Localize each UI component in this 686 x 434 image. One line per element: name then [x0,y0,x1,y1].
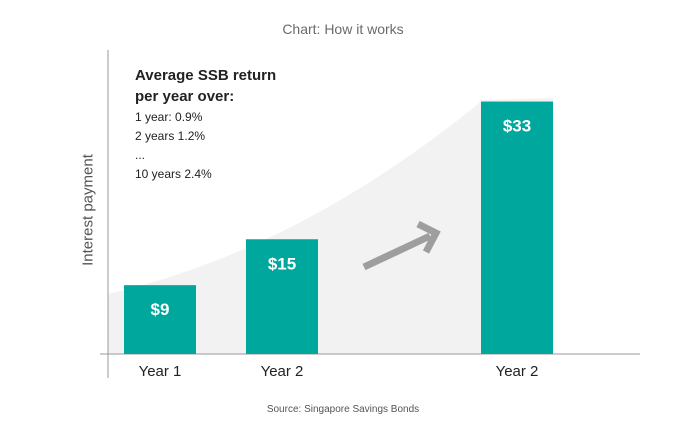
trend-arrow-head [416,220,441,254]
annotation-heading-line2: per year over: [135,88,235,105]
annotation-line: ... [135,148,146,162]
annotation-line: 2 years 1.2% [135,129,206,143]
x-tick-label: Year 2 [496,363,539,380]
trend-arrow-shaft [362,232,432,271]
bar [481,101,553,354]
bar [246,239,318,354]
x-tick-label: Year 2 [261,363,304,380]
trend-arrow [362,220,441,271]
return-annotation: Average SSB return per year over: 1 year… [135,66,276,184]
bar-value-label: $33 [503,117,531,136]
chart-title: Chart: How it works [282,21,404,37]
annotation-line: 1 year: 0.9% [135,110,203,124]
bar [124,285,196,354]
y-axis-label: Interest payment [79,154,97,266]
bar-value-label: $9 [151,300,170,319]
source-note: Source: Singapore Savings Bonds [266,404,420,415]
annotation-heading-line1: Average SSB return [135,67,277,84]
growth-curve-area [108,98,553,354]
x-tick-label: Year 1 [139,363,182,380]
annotation-line: 10 years 2.4% [135,167,212,181]
bar-value-label: $15 [268,254,296,273]
bars-group: $9 Year 1 $15 Year 2 $33 Year 2 [124,101,553,380]
